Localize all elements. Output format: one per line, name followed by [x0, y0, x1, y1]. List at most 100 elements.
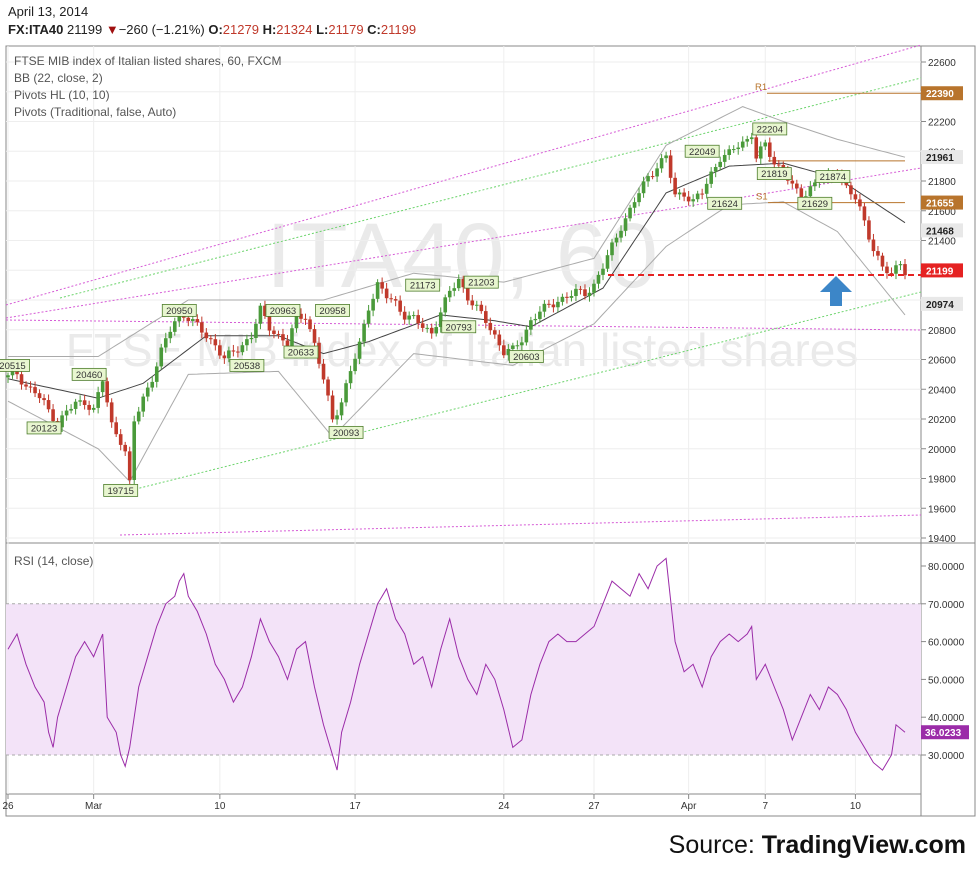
pivot-hl-box [315, 304, 350, 317]
candle-body [434, 327, 439, 334]
pivot-hl-box [815, 170, 851, 183]
candle-body [60, 415, 64, 428]
x-tick-label: Mar [85, 801, 103, 812]
chart-date: April 13, 2014 [8, 4, 89, 19]
candle-body [650, 176, 655, 178]
pivot-hl-value: 20603 [513, 352, 539, 363]
candle-body [276, 333, 281, 335]
candle-body [303, 318, 308, 320]
pivot-label-r1: R1 [755, 82, 767, 93]
rsi-tick-label: 50.0000 [928, 675, 965, 686]
candle-body [637, 193, 641, 203]
candle-body [281, 334, 285, 341]
candle-body [326, 379, 330, 396]
y-tick-label: 20600 [928, 356, 956, 367]
candle-body [127, 451, 132, 480]
price-tag [921, 86, 963, 101]
candle-body [862, 206, 867, 221]
close-label: C: [367, 22, 381, 37]
candle-body [695, 193, 700, 200]
candle-body [398, 300, 402, 312]
candle-body [290, 328, 294, 347]
candle-body [569, 296, 574, 298]
candle-body [96, 392, 100, 408]
candle-body [849, 185, 853, 195]
x-tick-label: 10 [850, 801, 862, 812]
y-tick-label: 22600 [928, 58, 956, 69]
pivot-hl-value: 20515 [0, 361, 26, 372]
candle-body [154, 366, 159, 382]
candle-body [474, 304, 479, 306]
x-tick-label: 7 [762, 801, 768, 812]
candle-body [758, 146, 763, 159]
candle-body [700, 193, 704, 195]
candle-body [51, 409, 55, 422]
change: −260 (−1.21%) [118, 22, 205, 37]
candle-body [308, 319, 312, 330]
candle-body [493, 330, 497, 335]
candle-body [348, 371, 353, 384]
pivot-hl-box [26, 421, 62, 435]
candle-body [429, 327, 434, 334]
candle-body [272, 330, 276, 334]
legend-pivots-hl[interactable]: Pivots HL (10, 10) [14, 88, 110, 102]
candle-body [447, 290, 452, 298]
price-tag [921, 263, 963, 278]
pivot-hl-box [441, 320, 477, 334]
price-tags: 22390 21961 21655 21468 21199 20974 36.0233 [921, 86, 969, 740]
legend-title[interactable]: FTSE MIB index of Italian listed shares,… [14, 54, 281, 68]
candle-body [722, 154, 727, 162]
x-tick-label: 26 [2, 801, 14, 812]
up-arrow-icon [820, 276, 852, 306]
x-tick-label: 27 [588, 801, 600, 812]
trend-line [5, 44, 922, 306]
legend-rsi[interactable]: RSI (14, close) [14, 554, 93, 568]
price-tag-value: 20974 [926, 300, 954, 311]
candle-body [673, 177, 677, 195]
rsi-tick-label: 70.0000 [928, 600, 965, 611]
candle-body [123, 444, 127, 452]
rsi-path [7, 557, 906, 771]
candle-body [240, 345, 245, 353]
candle-body [339, 402, 344, 416]
high-label: H: [262, 22, 277, 37]
pivot-hl-value: 21629 [802, 199, 828, 210]
pivot-hl-value: 21173 [410, 281, 436, 292]
candle-body [556, 301, 560, 308]
candle-body [632, 202, 637, 208]
y-tick-label: 21400 [928, 237, 956, 248]
pivot-hl-box [0, 359, 30, 372]
legend-bb[interactable]: BB (22, close, 2) [14, 71, 103, 85]
open-value: 21279 [222, 22, 259, 37]
candle-body [317, 342, 321, 364]
source-brand[interactable]: TradingView.com [761, 831, 966, 859]
pivot-hl-value: 20093 [333, 428, 359, 439]
symbol[interactable]: FX:ITA40 [8, 22, 64, 37]
source-credit: Source: TradingView.com [669, 831, 966, 860]
candle-body [172, 321, 177, 332]
candle-body [745, 139, 750, 142]
candle-body [858, 199, 862, 207]
candle-body [903, 264, 907, 276]
candle-body [547, 303, 551, 305]
candle-body [790, 180, 795, 184]
candle-body [646, 176, 650, 182]
candle-body [299, 313, 303, 319]
candle-body [772, 156, 777, 165]
candle-body [335, 415, 339, 420]
trend-line [119, 514, 922, 536]
candle-body [150, 381, 155, 388]
candle-body [515, 345, 520, 347]
pivot-hl-box [229, 359, 265, 372]
candle-body [511, 345, 515, 349]
candle-body [727, 149, 732, 155]
x-tick-label: 17 [350, 801, 362, 812]
candle-body [195, 319, 200, 323]
legend-pivots[interactable]: Pivots (Traditional, false, Auto) [14, 105, 176, 119]
candle-body [889, 273, 894, 275]
price-tag [921, 296, 963, 311]
low-label: L: [316, 22, 329, 37]
pivot-hl-value: 21203 [468, 278, 494, 289]
candle-body [344, 383, 348, 403]
